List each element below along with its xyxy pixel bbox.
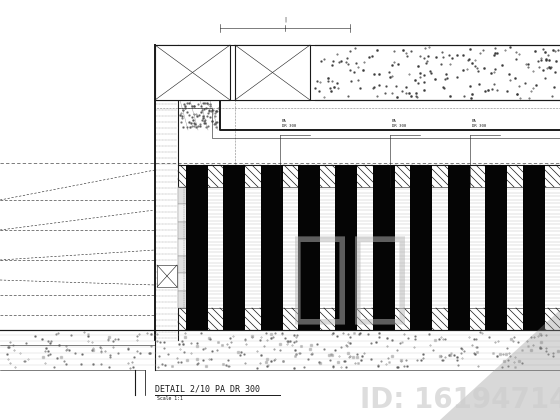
Bar [178, 256, 206, 273]
Text: PA
DR 300: PA DR 300 [282, 119, 296, 128]
Bar [410, 165, 432, 330]
Bar [157, 265, 177, 287]
Text: DETAIL 2/10 PA DR 300: DETAIL 2/10 PA DR 300 [155, 385, 260, 394]
Bar [485, 165, 507, 330]
Bar [335, 165, 357, 330]
Bar [178, 165, 560, 330]
Bar [178, 204, 206, 222]
Bar [178, 187, 206, 204]
Bar [178, 222, 206, 239]
Bar [178, 273, 206, 291]
Text: |: | [284, 16, 286, 21]
Text: PA
DR 300: PA DR 300 [472, 119, 486, 128]
Bar [260, 165, 283, 330]
Bar [186, 165, 208, 330]
Bar [447, 165, 470, 330]
Text: 知末: 知末 [290, 231, 410, 328]
Bar [223, 165, 245, 330]
Text: Scale 1:1: Scale 1:1 [157, 396, 183, 401]
Bar [178, 291, 206, 308]
Bar [373, 165, 395, 330]
Bar [522, 165, 544, 330]
Bar [155, 45, 230, 100]
Bar [298, 165, 320, 330]
Bar [235, 45, 310, 100]
Bar [178, 239, 206, 256]
Text: PA
DR 300: PA DR 300 [392, 119, 406, 128]
Polygon shape [440, 310, 560, 420]
Text: ID: 161947149: ID: 161947149 [360, 386, 560, 414]
